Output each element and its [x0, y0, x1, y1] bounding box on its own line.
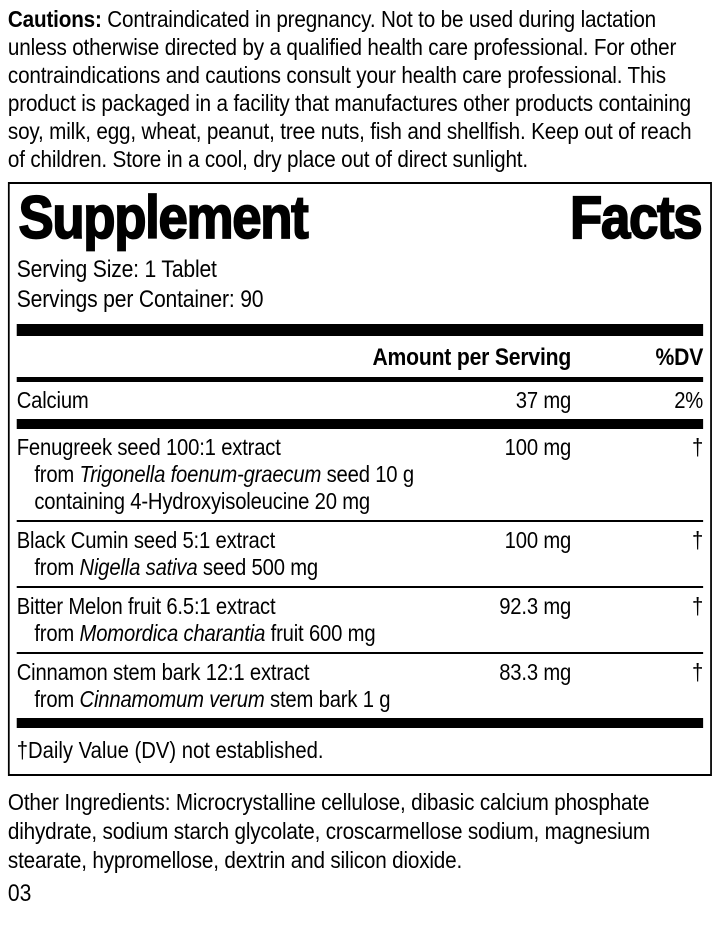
botanical-name: Trigonella foenum-graecum	[79, 461, 322, 487]
serving-size: Serving Size: 1 Tablet	[16, 256, 217, 283]
row-separator	[16, 652, 704, 654]
row-separator	[16, 520, 704, 522]
ingredient-source-line: from Nigella sativa seed 500 mg	[34, 554, 319, 580]
divider-bar-bottom	[16, 718, 704, 728]
botanical-name: Momordica charantia	[79, 620, 266, 646]
divider-bar-after-calcium	[16, 419, 704, 429]
ingredient-name: Cinnamon stem bark 12:1 extract	[16, 659, 310, 685]
ingredient-amount: 83.3 mg	[499, 659, 572, 685]
ingredient-dv: †	[692, 527, 704, 553]
table-row-fenugreek: Fenugreek seed 100:1 extract 100 mg † fr…	[16, 429, 704, 520]
divider-bar-under-header	[16, 377, 704, 382]
ingredient-constituent-line: containing 4-Hydroxyisoleucine 20 mg	[34, 488, 370, 514]
panel-title: Supplement Facts	[17, 184, 704, 255]
row-separator	[16, 586, 704, 588]
ingredient-source-line: from Momordica charantia fruit 600 mg	[34, 620, 376, 646]
other-ingredients-paragraph: Other Ingredients: Microcrystalline cell…	[7, 789, 650, 873]
ingredient-name: Bitter Melon fruit 6.5:1 extract	[16, 593, 276, 619]
table-row-black-cumin: Black Cumin seed 5:1 extract 100 mg † fr…	[16, 522, 704, 586]
cautions-label: Cautions:	[7, 6, 102, 32]
ingredient-amount: 37 mg	[515, 387, 572, 413]
ingredient-name: Fenugreek seed 100:1 extract	[16, 434, 281, 460]
divider-bar-top	[16, 324, 704, 336]
supplement-facts-panel: Supplement Facts Serving Size: 1 Tablet …	[7, 182, 712, 776]
botanical-name: Nigella sativa	[79, 554, 198, 580]
ingredient-amount: 92.3 mg	[499, 593, 572, 619]
ingredient-amount: 100 mg	[504, 434, 572, 460]
ingredient-name: Black Cumin seed 5:1 extract	[16, 527, 276, 553]
ingredient-dv: 2%	[674, 387, 704, 413]
ingredient-amount: 100 mg	[504, 527, 572, 553]
ingredient-source-line: from Cinnamomum verum stem bark 1 g	[34, 686, 391, 712]
panel-title-word-facts: Facts	[569, 184, 703, 251]
table-row-bitter-melon: Bitter Melon fruit 6.5:1 extract 92.3 mg…	[16, 588, 704, 652]
header-amount-per-serving: Amount per Serving	[372, 344, 572, 371]
ingredient-name: Calcium	[16, 387, 89, 413]
ingredient-dv: †	[692, 659, 704, 685]
panel-title-word-supplement: Supplement	[18, 184, 310, 251]
table-header-row: Amount per Serving %DV	[17, 336, 703, 377]
table-row-cinnamon: Cinnamon stem bark 12:1 extract 83.3 mg …	[16, 654, 704, 718]
servings-per-container: Servings per Container: 90	[16, 286, 264, 313]
supplement-label: Cautions: Contraindicated in pregnancy. …	[7, 5, 712, 907]
ingredient-dv: †	[692, 434, 704, 460]
header-percent-dv: %DV	[655, 344, 704, 371]
table-row-calcium: Calcium 37 mg 2%	[16, 382, 704, 419]
cautions-paragraph: Cautions: Contraindicated in pregnancy. …	[8, 5, 712, 173]
ingredient-source-line: from Trigonella foenum-graecum seed 10 g	[34, 461, 414, 487]
botanical-name: Cinnamomum verum	[79, 686, 265, 712]
dv-footnote: †Daily Value (DV) not established.	[16, 737, 324, 763]
cautions-text: Contraindicated in pregnancy. Not to be …	[7, 6, 692, 172]
page-number: 03	[7, 880, 32, 907]
ingredient-dv: †	[692, 593, 704, 619]
